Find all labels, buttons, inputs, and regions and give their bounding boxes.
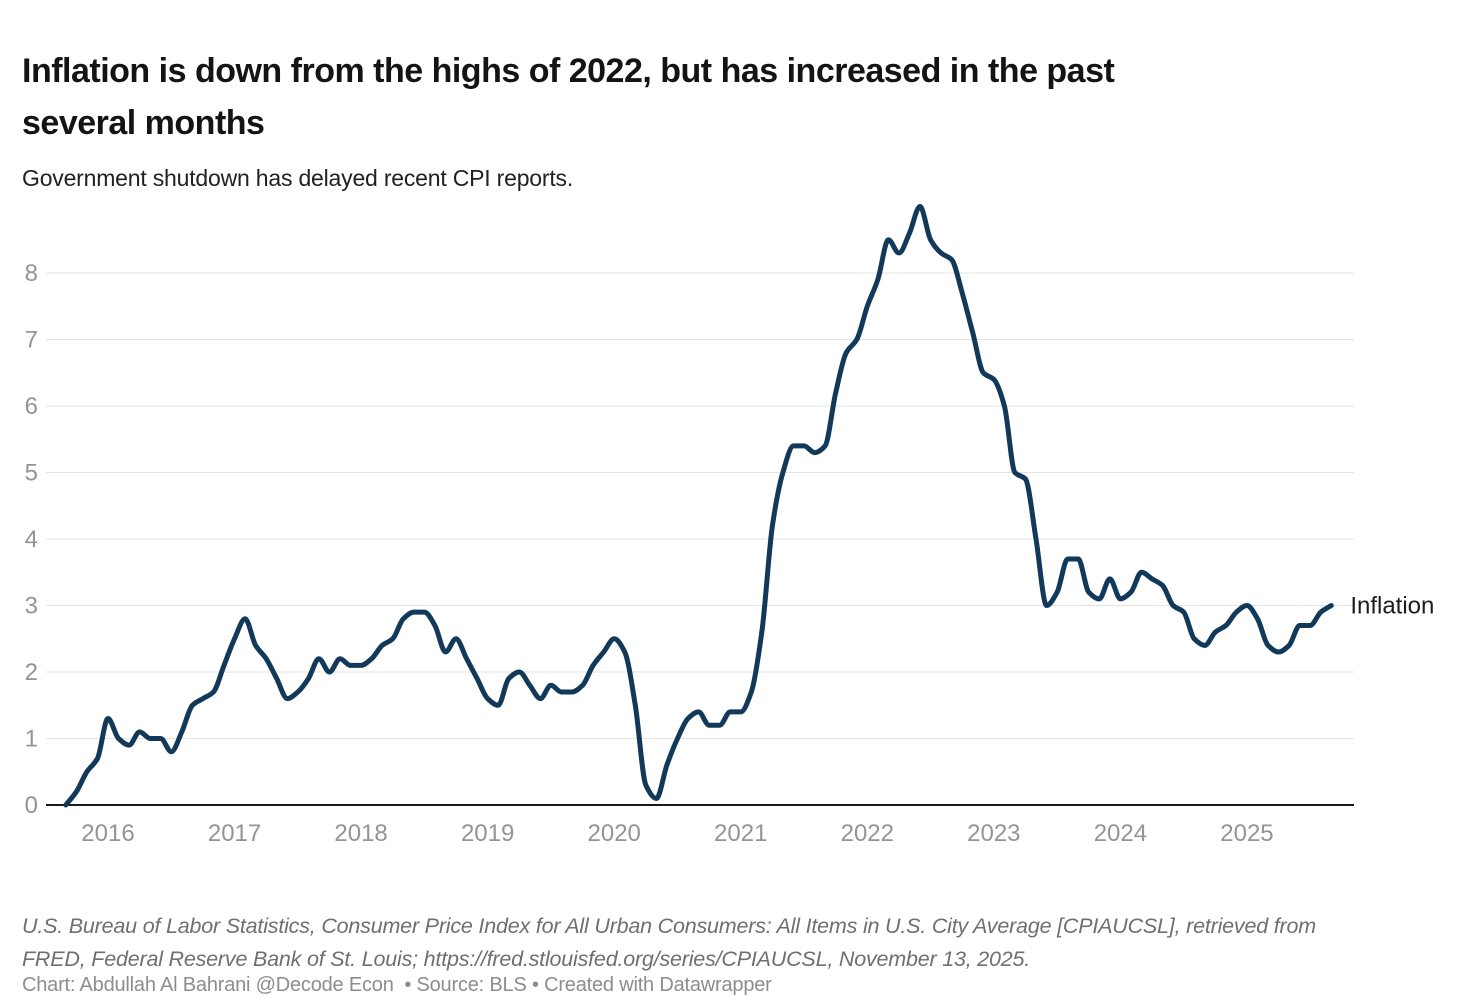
y-tick-label: 3 bbox=[25, 593, 38, 620]
x-tick-label: 2018 bbox=[334, 820, 387, 847]
x-tick-label: 2023 bbox=[967, 820, 1020, 847]
y-tick-label: 6 bbox=[25, 393, 38, 420]
source-note: U.S. Bureau of Labor Statistics, Consume… bbox=[22, 910, 1446, 976]
x-tick-label: 2022 bbox=[841, 820, 894, 847]
y-tick-label: 2 bbox=[25, 659, 38, 686]
x-tick-label: 2016 bbox=[81, 820, 134, 847]
y-tick-label: 5 bbox=[25, 460, 38, 487]
y-tick-label: 0 bbox=[25, 792, 38, 819]
source-note-line1: U.S. Bureau of Labor Statistics, Consume… bbox=[22, 913, 1316, 938]
y-tick-label: 1 bbox=[25, 726, 38, 753]
y-tick-label: 8 bbox=[25, 260, 38, 287]
x-tick-label: 2021 bbox=[714, 820, 767, 847]
x-tick-label: 2017 bbox=[208, 820, 261, 847]
inflation-line bbox=[63, 204, 1334, 808]
credit-line: Chart: Abdullah Al Bahrani @Decode Econ … bbox=[22, 974, 772, 996]
chart-title-line2: several months bbox=[22, 103, 265, 142]
y-tick-label: 4 bbox=[25, 526, 38, 553]
x-tick-label: 2024 bbox=[1094, 820, 1147, 847]
x-tick-label: 2019 bbox=[461, 820, 514, 847]
x-tick-label: 2020 bbox=[588, 820, 641, 847]
series-label: Inflation bbox=[1350, 593, 1434, 620]
chart-title: Inflation is down from the highs of 2022… bbox=[22, 45, 1446, 149]
source-note-line2: FRED, Federal Reserve Bank of St. Louis;… bbox=[22, 946, 1031, 971]
chart-subtitle: Government shutdown has delayed recent C… bbox=[22, 165, 574, 191]
chart-title-line1: Inflation is down from the highs of 2022… bbox=[22, 51, 1115, 90]
x-tick-label: 2025 bbox=[1220, 820, 1273, 847]
y-tick-label: 7 bbox=[25, 327, 38, 354]
